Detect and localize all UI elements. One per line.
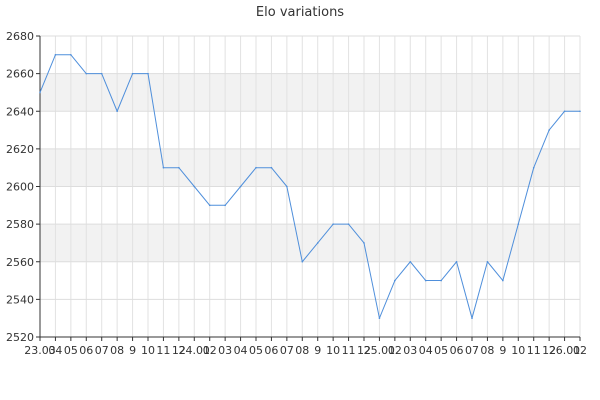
data-point bbox=[347, 223, 350, 225]
x-tick-label: 26.01 bbox=[549, 344, 581, 357]
data-point bbox=[270, 166, 273, 169]
data-point bbox=[301, 260, 304, 263]
x-tick-label: 02 bbox=[388, 344, 402, 357]
y-tick-label: 2600 bbox=[6, 181, 34, 194]
x-tick-label: 07 bbox=[280, 344, 294, 357]
band bbox=[40, 148, 580, 187]
x-tick-label: 05 bbox=[434, 344, 448, 357]
data-point bbox=[440, 279, 442, 282]
data-point bbox=[255, 166, 257, 169]
x-tick-label: 24.01 bbox=[179, 344, 211, 357]
data-point bbox=[193, 185, 196, 188]
data-point bbox=[208, 204, 211, 207]
x-tick-label: 12 bbox=[172, 344, 186, 357]
x-tick-label: 02 bbox=[203, 344, 217, 357]
x-tick-label: 11 bbox=[342, 344, 356, 357]
data-point bbox=[332, 223, 334, 225]
y-tick-label: 2620 bbox=[6, 143, 34, 156]
x-tick-label: 06 bbox=[450, 344, 464, 357]
chart-title: Elo variations bbox=[256, 5, 344, 20]
data-point bbox=[548, 129, 550, 131]
data-point bbox=[378, 317, 381, 319]
x-tick-label: 10 bbox=[511, 344, 525, 357]
data-point bbox=[85, 72, 88, 75]
x-tick-label: 12 bbox=[357, 344, 371, 357]
x-tick-label: 9 bbox=[129, 344, 136, 357]
x-tick-label: 9 bbox=[314, 344, 321, 357]
x-tick-label: 07 bbox=[465, 344, 479, 357]
data-point bbox=[162, 166, 165, 169]
data-point bbox=[224, 204, 226, 207]
x-tick-label: 03 bbox=[218, 344, 232, 357]
data-point bbox=[239, 185, 242, 188]
y-tick-label: 2520 bbox=[6, 331, 34, 344]
x-tick-label: 08 bbox=[480, 344, 494, 357]
y-tick-labels: 2520 2540 2560 2580 2600 2620 2640 2660 2680 bbox=[6, 30, 34, 344]
data-point bbox=[178, 166, 180, 169]
band bbox=[40, 73, 580, 112]
data-point bbox=[54, 54, 57, 56]
x-tick-label: 04 bbox=[419, 344, 433, 357]
y-tick-label: 2580 bbox=[6, 218, 34, 231]
x-tick-label: 06 bbox=[79, 344, 93, 357]
grid-lines bbox=[39, 35, 581, 338]
y-tick-label: 2540 bbox=[6, 293, 34, 306]
x-tick-label: 05 bbox=[249, 344, 263, 357]
x-tick-label: 9 bbox=[499, 344, 506, 357]
data-point bbox=[424, 279, 427, 282]
x-tick-label: 05 bbox=[64, 344, 78, 357]
x-tick-label: 11 bbox=[156, 344, 170, 357]
x-tick-label: 10 bbox=[141, 344, 155, 357]
data-point bbox=[502, 279, 504, 282]
x-tick-label: 08 bbox=[110, 344, 124, 357]
series-lines bbox=[39, 54, 581, 319]
x-tick-label: 02 bbox=[573, 344, 587, 357]
axes bbox=[36, 35, 581, 341]
data-point bbox=[394, 279, 396, 282]
data-point bbox=[100, 72, 103, 75]
x-tick-label: 08 bbox=[295, 344, 309, 357]
x-tick-label: 23.03 bbox=[24, 344, 56, 357]
x-tick-label: 12 bbox=[542, 344, 556, 357]
data-point bbox=[116, 110, 118, 113]
x-tick-label: 06 bbox=[264, 344, 278, 357]
x-tick-label: 03 bbox=[403, 344, 417, 357]
data-point bbox=[363, 242, 365, 244]
data-point bbox=[532, 166, 535, 169]
data-point bbox=[131, 72, 134, 75]
x-tick-label: 11 bbox=[527, 344, 541, 357]
data-point bbox=[286, 185, 288, 188]
data-point bbox=[471, 317, 473, 319]
y-tick-label: 2560 bbox=[6, 256, 34, 269]
data-point bbox=[517, 223, 520, 225]
data-point bbox=[316, 242, 319, 244]
data-point bbox=[486, 260, 489, 263]
data-point bbox=[455, 260, 458, 263]
x-tick-label: 04 bbox=[48, 344, 62, 357]
x-tick-label: 07 bbox=[95, 344, 109, 357]
y-tick-label: 2660 bbox=[6, 68, 34, 81]
data-point bbox=[563, 110, 566, 113]
data-point bbox=[70, 54, 72, 56]
y-tick-label: 2640 bbox=[6, 105, 34, 118]
y-tick-label: 2680 bbox=[6, 30, 34, 43]
elo-line bbox=[39, 54, 580, 319]
data-point bbox=[409, 260, 412, 263]
x-tick-label: 04 bbox=[234, 344, 248, 357]
x-tick-label: 25.01 bbox=[364, 344, 396, 357]
x-tick-label: 10 bbox=[326, 344, 340, 357]
data-point bbox=[579, 110, 581, 113]
data-point bbox=[147, 72, 149, 75]
data-point bbox=[39, 91, 41, 94]
band bbox=[40, 224, 580, 262]
